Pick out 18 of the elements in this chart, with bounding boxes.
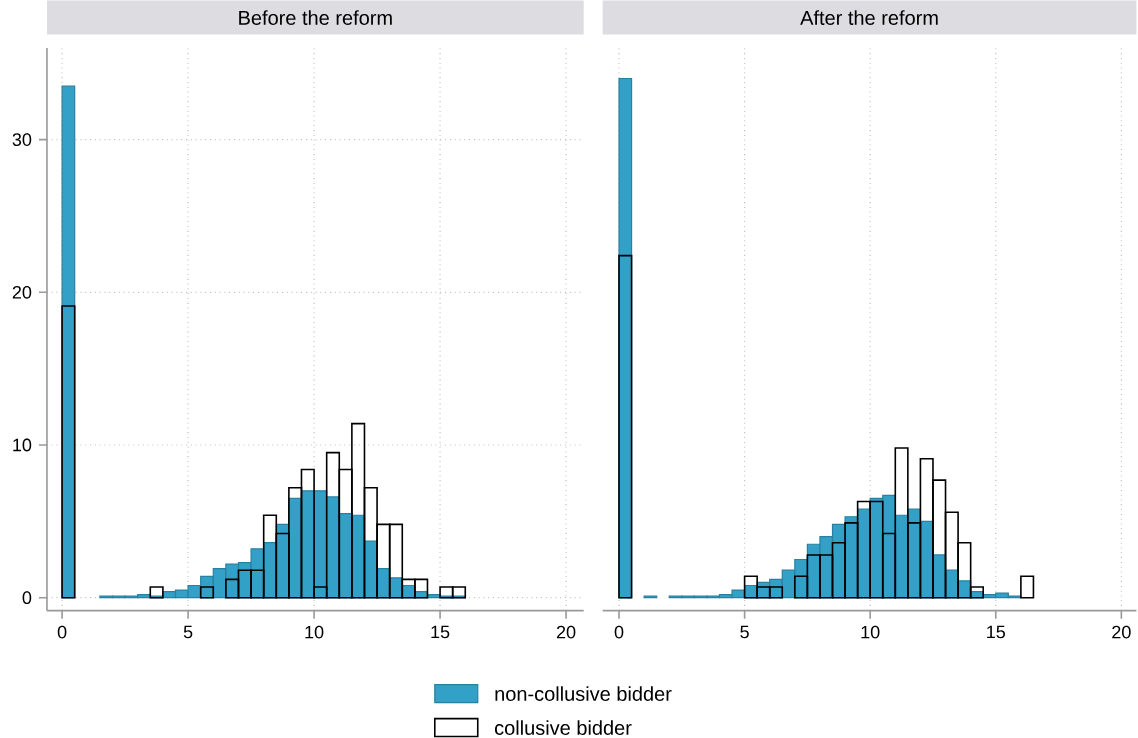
x-tick-label: 5 — [183, 625, 193, 639]
x-tick-label: 10 — [861, 625, 880, 639]
x-tick-label: 20 — [1112, 625, 1131, 639]
y-tick-label: 20 — [12, 286, 32, 299]
x-tick-label: 15 — [431, 625, 450, 639]
y-tick-label: 0 — [22, 591, 32, 605]
x-tick-label: 10 — [305, 625, 324, 639]
x-tick-label: 0 — [57, 625, 67, 639]
x-tick-label: 5 — [740, 625, 749, 639]
chart-title: Before the reform — [239, 10, 392, 26]
x-tick-label: 20 — [556, 625, 576, 639]
x-tick-label: 15 — [987, 625, 1006, 639]
legend-label: collusive bidder — [495, 720, 632, 736]
chart-title: After the reform — [800, 10, 938, 26]
legend-label: non-collusive bidder — [495, 686, 672, 702]
x-tick-label: 0 — [614, 625, 624, 639]
y-tick-label: 10 — [13, 438, 32, 452]
y-tick-label: 30 — [12, 133, 32, 147]
